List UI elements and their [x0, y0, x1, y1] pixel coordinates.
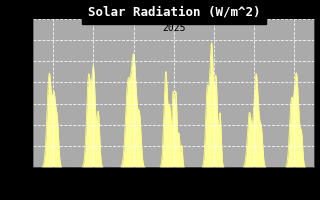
Text: 2025: 2025	[162, 23, 186, 33]
Title: Solar Radiation (W/m^2): Solar Radiation (W/m^2)	[88, 6, 260, 19]
